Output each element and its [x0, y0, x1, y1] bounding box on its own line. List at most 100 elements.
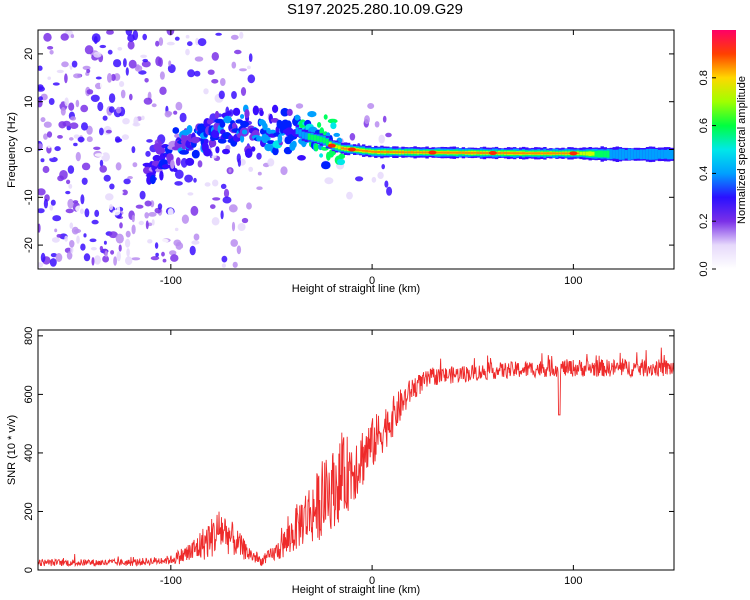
spectrogram-cell	[125, 238, 131, 248]
spectrogram-cell	[239, 31, 244, 39]
spectrogram-cell	[166, 41, 175, 46]
spectrogram-cell	[181, 214, 189, 224]
snr-frame	[37, 329, 675, 571]
spectrogram-cell	[513, 152, 517, 155]
spectrogram-cell	[108, 231, 118, 239]
spectrogram-cell	[172, 168, 178, 172]
spectrogram-cell	[272, 146, 279, 156]
spectrogram-cell	[206, 43, 212, 53]
spectrogram-cell	[223, 115, 233, 124]
spectrogram-cell	[127, 40, 135, 50]
spectrogram-cell	[73, 142, 78, 147]
spectrogram-cell	[80, 243, 86, 251]
spectrogram-cell	[380, 151, 384, 153]
spectrogram-cell	[603, 150, 607, 158]
spectrogram-cell	[452, 151, 456, 154]
spectrogram-cell	[232, 261, 238, 268]
spectrogram-cell	[240, 114, 245, 119]
spectrogram-cell	[470, 151, 475, 154]
spectrogram-cell	[43, 32, 52, 42]
colorbar-tick-label: 0.6	[698, 118, 710, 133]
spectrogram-cell	[187, 69, 196, 78]
spectrogram-cell	[248, 53, 253, 62]
spectrogram-cell	[383, 151, 387, 153]
spectrogram-cell	[642, 149, 647, 159]
spectrogram-cell	[50, 199, 56, 206]
snr-panel: -100 0 100 0 200 400 600 800 Height of straigh…	[6, 327, 675, 596]
spectrogram-cell	[121, 134, 129, 140]
spectrogram-cell	[404, 151, 408, 154]
spectrogram-cell	[222, 196, 232, 204]
spectrogram-cell	[40, 117, 46, 123]
spectrogram-cell	[99, 127, 104, 136]
spectrogram-cell	[657, 149, 662, 159]
spectrogram-cell	[99, 44, 107, 49]
spectrogram-cell	[119, 81, 125, 87]
spectrogram-cell	[374, 121, 380, 128]
spectrogram-cell	[67, 165, 75, 174]
spectrogram-cell	[47, 76, 51, 80]
snr-series-line	[38, 347, 674, 568]
snr-y-ticks: 0 200 400 600 800	[23, 327, 674, 573]
spectrogram-cell	[145, 220, 149, 230]
y-tick-label: -20	[23, 237, 35, 253]
spectrogram-cell	[194, 56, 204, 62]
spectrogram-cell	[286, 108, 293, 116]
spectrogram-cell	[297, 155, 306, 161]
spectrogram-cell	[377, 151, 381, 153]
spectrogram-cell	[338, 153, 346, 159]
spectrogram-cell	[144, 200, 152, 207]
spectrogram-cell	[150, 256, 160, 261]
spectrogram-cell	[174, 169, 184, 179]
spectrogram-cell	[190, 205, 199, 216]
spectrogram-cell	[125, 67, 129, 76]
spectrogram-cell	[54, 146, 61, 152]
spectrogram-cell	[636, 149, 641, 159]
spectrogram-cell	[108, 93, 116, 103]
spectrogram-cell	[142, 58, 148, 63]
spectrogram-cell	[118, 244, 122, 252]
spectrogram-cell	[169, 250, 177, 256]
spectrogram-cell	[325, 139, 330, 146]
spectrogram-cell	[97, 101, 104, 112]
spectrogram-cell	[86, 89, 94, 95]
spectrogram-cell	[333, 132, 341, 137]
spectrogram-cell	[43, 133, 48, 140]
spectrogram-cell	[185, 34, 190, 39]
spectrogram-cell	[261, 133, 270, 144]
spectrogram-cell	[67, 198, 74, 209]
spectrogram-cell	[80, 194, 85, 205]
spectrogram-cell	[240, 120, 250, 128]
spectrogram-cell	[168, 60, 172, 67]
spectrogram-cell	[208, 139, 217, 148]
spectrogram-cell	[131, 146, 136, 154]
snr-x-ticks: -100 0 100	[160, 330, 583, 587]
spectrogram-cell	[154, 242, 159, 249]
spectrogram-cell	[340, 147, 345, 150]
spectrogram-cell	[196, 117, 200, 126]
spectrogram-cell	[561, 152, 565, 155]
spectrogram-cell	[95, 76, 102, 80]
spectrogram-cell	[83, 233, 87, 238]
spectrogram-cell	[597, 150, 601, 158]
spectrogram-cell	[294, 114, 301, 121]
spectrogram-cell	[367, 103, 375, 109]
spectrogram-cell	[40, 252, 46, 263]
spectrogram-cell	[609, 149, 613, 160]
spectrogram-cell	[115, 91, 121, 101]
spectrogram-cell	[440, 151, 444, 154]
spectrogram-cell	[500, 152, 505, 154]
spectrogram-cell	[240, 135, 245, 143]
spectrogram-cell	[381, 164, 386, 170]
spectrogram-cell	[307, 133, 312, 140]
spectrogram-cell	[138, 220, 144, 226]
spectrogram-cell	[149, 174, 156, 185]
spectrogram-cell	[236, 245, 242, 255]
spectrogram-cell	[49, 50, 54, 55]
spectrogram-cell	[57, 96, 62, 105]
spectrogram-cell	[588, 151, 592, 156]
spectrogram-cell	[81, 122, 88, 131]
spectrogram-cell	[197, 38, 207, 47]
